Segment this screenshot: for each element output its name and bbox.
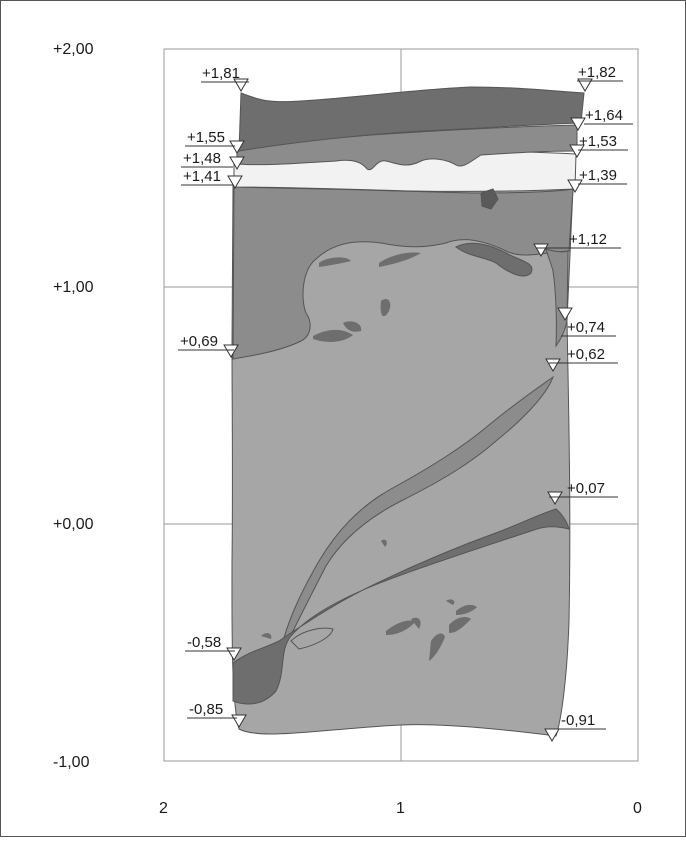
dark-piece-8 (381, 539, 387, 547)
y-label-plus1: +1,00 (53, 279, 94, 296)
elevation-mark: +1,55 (185, 129, 245, 154)
elevation-label: +0,74 (567, 319, 605, 336)
right-medium-strip (545, 248, 569, 348)
x-label-0: 0 (633, 800, 642, 817)
medium-band (236, 124, 578, 171)
y-label-minus1: -1,00 (53, 754, 90, 771)
elevation-label: +1,48 (183, 150, 221, 167)
top-dark-layer (238, 86, 585, 152)
elevation-mark: +0,07 (547, 480, 618, 505)
elevation-label: +1,12 (569, 231, 607, 248)
elevation-label: +1,41 (183, 168, 221, 185)
elevation-triangle-icon (533, 243, 549, 257)
elevation-mark: +1,39 (567, 167, 627, 193)
elevation-mark: +1,53 (569, 133, 628, 158)
elevation-mark: +0,62 (545, 346, 618, 372)
dark-piece-1 (261, 633, 272, 639)
dark-stone (480, 188, 499, 210)
elevation-marks: +1,81 +1,82 +1,64 +1,55 +1,53 +1,48+1,41 +1,39… (178, 64, 633, 742)
elevation-label: +1,55 (187, 129, 225, 146)
elevation-triangle-icon (567, 179, 583, 193)
y-label-plus2: +2,00 (53, 41, 94, 58)
elevation-label: +0,07 (567, 480, 605, 497)
dark-inclusion-1 (319, 257, 351, 267)
elevation-mark: +1,48 (181, 150, 245, 170)
elevation-mark: +1,82 (577, 64, 623, 92)
elevation-label: -0,85 (189, 701, 223, 718)
dark-piece-7 (446, 599, 455, 605)
dark-piece-4 (429, 633, 445, 661)
y-label-zero: +0,00 (53, 516, 94, 533)
elevation-mark: +1,12 (533, 231, 621, 257)
dark-inclusion-3 (380, 299, 391, 317)
dark-piece-5 (449, 617, 471, 633)
elevation-triangle-icon (569, 144, 585, 158)
elevation-triangle-icon (577, 78, 593, 92)
elevation-triangle-icon (223, 344, 239, 358)
dark-piece-3 (411, 617, 421, 629)
x-label-1: 1 (396, 800, 405, 817)
elevation-mark: +1,64 (570, 107, 633, 131)
elevation-label: +0,62 (567, 346, 605, 363)
elevation-triangle-icon (227, 175, 243, 189)
elevation-mark: +0,69 (178, 333, 239, 358)
elevation-mark: +0,74 (557, 307, 616, 337)
elevation-mark: -0,58 (185, 634, 242, 661)
elevation-label: +1,81 (202, 65, 240, 82)
elevation-mark: -0,85 (187, 701, 247, 728)
elevation-label: +1,39 (579, 167, 617, 184)
light-lens (290, 627, 334, 650)
x-label-2: 2 (159, 800, 168, 817)
dark-inclusion-4 (313, 329, 353, 342)
dark-piece-2 (386, 620, 416, 635)
dark-inclusion-2 (379, 252, 421, 267)
elevation-triangle-icon (545, 358, 561, 372)
dark-piece-6 (456, 604, 477, 615)
dark-patch-upper-right (455, 242, 533, 277)
elevation-triangle-icon (229, 140, 245, 154)
elevation-label: +1,64 (585, 107, 623, 124)
elevation-label: -0,91 (561, 712, 595, 729)
elevation-mark: -0,91 (544, 712, 606, 742)
elevation-triangle-icon (557, 307, 573, 321)
elevation-triangle-icon (229, 156, 245, 170)
upper-medium-layer (232, 186, 574, 360)
elevation-label: +1,53 (579, 133, 617, 150)
elevation-label: +0,69 (180, 333, 218, 350)
elevation-label: +1,82 (578, 64, 616, 81)
elevation-label: -0,58 (187, 634, 221, 651)
elevation-triangle-icon (570, 117, 586, 131)
dark-inclusion-5 (343, 321, 362, 332)
elevation-mark: +1,81 (201, 65, 249, 92)
elevation-mark: +1,41 (181, 168, 243, 189)
diagonal-dark-band-lower (232, 508, 570, 705)
elevation-triangle-icon (547, 491, 563, 505)
